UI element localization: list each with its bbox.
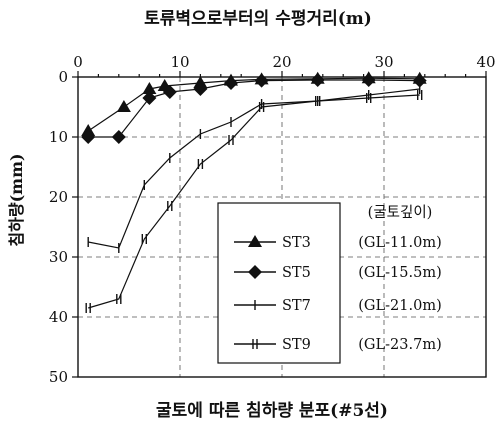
legend-marker-st3 xyxy=(248,235,262,247)
y-tick-label: 0 xyxy=(58,68,68,86)
legend-item-st5: ST5 (GL-15.5m) xyxy=(234,265,442,281)
data-point-st3-shape xyxy=(116,100,131,112)
series-line-st9 xyxy=(88,94,420,309)
legend-entries: ST3 (GL-11.0m)ST5 (GL-15.5m)ST7 (GL-21.0m)S… xyxy=(234,235,442,353)
y-tick-label: 20 xyxy=(49,188,68,206)
legend-note-st5: (GL-15.5m) xyxy=(358,265,441,281)
x-tick-label: 40 xyxy=(476,53,495,71)
data-point-st5 xyxy=(224,76,238,90)
x-tick-label: 30 xyxy=(374,53,393,71)
x-tick-label: 10 xyxy=(170,53,189,71)
data-point-st9 xyxy=(228,135,234,145)
data-point-st5-shape xyxy=(142,91,157,105)
legend-marker-st3-shape xyxy=(248,235,262,247)
data-point-st9 xyxy=(366,93,372,103)
data-point-st5-shape xyxy=(111,130,126,144)
data-point-st9 xyxy=(141,234,148,244)
legend-note-st7: (GL-21.0m) xyxy=(358,298,441,314)
series-line-st7 xyxy=(88,88,420,249)
data-point-st3-shape xyxy=(142,82,157,94)
x-tick-label: 20 xyxy=(272,53,291,71)
data-point-st5 xyxy=(310,73,325,87)
series-st9 xyxy=(85,90,423,313)
series-line-st5 xyxy=(88,79,420,138)
legend-item-st7: ST7 (GL-21.0m) xyxy=(234,298,442,314)
legend-label-st7: ST7 xyxy=(282,298,311,314)
x-tick-label: 0 xyxy=(73,53,83,71)
legend-box xyxy=(217,202,341,364)
series-line-st3 xyxy=(87,77,420,132)
data-point-st9 xyxy=(116,294,122,304)
y-tick-label: 10 xyxy=(49,128,68,146)
y-tick-label: 30 xyxy=(49,248,68,266)
y-tick-label: 50 xyxy=(49,368,68,386)
data-point-st5-shape xyxy=(412,73,427,88)
legend-label-st3: ST3 xyxy=(282,235,311,251)
y-tick-label: 40 xyxy=(49,308,68,326)
legend-note-st3: (GL-11.0m) xyxy=(358,235,441,251)
chart-title: 굴토에 따른 침하량 분포(#5선) xyxy=(156,400,388,421)
legend-marker-st9 xyxy=(252,339,258,349)
data-point-st5-shape xyxy=(162,85,177,99)
data-point-st5 xyxy=(412,73,427,88)
data-point-st3 xyxy=(116,100,131,112)
data-point-st5 xyxy=(254,73,269,88)
legend: (굴토깊이) ST3 (GL-11.0m) ST5 (GL-15.5m) ST7 (GL-… xyxy=(217,202,442,364)
legend-note-st9: (GL-23.7m) xyxy=(358,337,441,353)
data-point-st9 xyxy=(197,159,204,169)
legend-label-st9: ST9 xyxy=(282,337,311,353)
data-point-st5 xyxy=(81,130,96,144)
legend-header: (굴토깊이) xyxy=(368,204,433,221)
grid-lines xyxy=(78,77,486,377)
data-point-st9 xyxy=(417,90,423,100)
legend-label-st5: ST5 xyxy=(282,265,311,281)
x-axis-label: 토류벽으로부터의 수평거리(m) xyxy=(144,9,372,29)
y-axis-label: 침하량(mm) xyxy=(7,153,26,246)
data-point-st9 xyxy=(85,303,91,313)
data-point-st5-shape xyxy=(361,73,376,87)
data-point-st5-shape xyxy=(310,73,325,87)
legend-item-st9: ST9 (GL-23.7m) xyxy=(234,337,442,353)
data-point-st9 xyxy=(258,102,265,112)
data-point-st5 xyxy=(162,85,177,99)
data-point-st5-shape xyxy=(224,76,238,90)
data-point-st5-shape xyxy=(254,73,269,88)
data-point-st9 xyxy=(167,201,173,211)
legend-marker-st5 xyxy=(248,265,262,279)
data-point-st5 xyxy=(193,82,208,96)
data-point-st5 xyxy=(361,73,376,87)
data-point-st3 xyxy=(142,82,157,94)
data-point-st5 xyxy=(111,130,126,144)
data-series xyxy=(81,71,427,313)
data-point-st5-shape xyxy=(193,82,208,96)
legend-item-st3: ST3 (GL-11.0m) xyxy=(234,235,442,251)
data-point-st5-shape xyxy=(81,130,96,144)
data-point-st9 xyxy=(315,96,321,106)
legend-marker-st5-shape xyxy=(248,265,262,279)
series-st5 xyxy=(81,73,427,144)
data-point-st5 xyxy=(142,91,157,105)
